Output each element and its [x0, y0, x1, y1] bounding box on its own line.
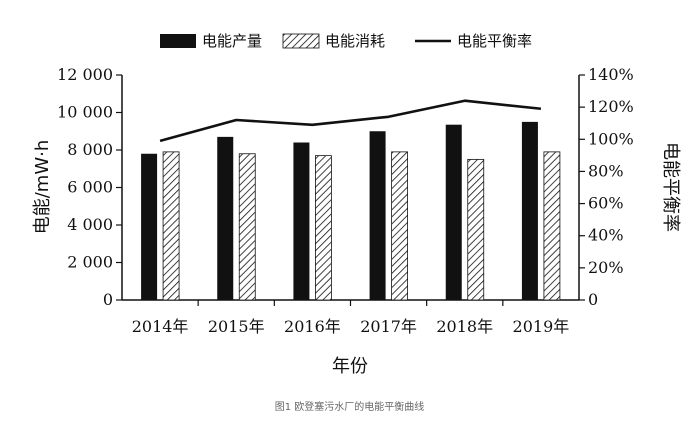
y-tick-label: 10 000	[57, 103, 113, 122]
legend-swatch-production	[160, 34, 196, 48]
y-tick-label: 2 000	[67, 253, 113, 272]
bar-production	[521, 121, 538, 300]
y-axis-title: 电能/mW·h	[32, 140, 53, 235]
y2-tick-label: 40%	[588, 226, 624, 245]
bar-consumption	[238, 153, 256, 301]
legend: 电能产量 电能消耗 电能平衡率	[160, 32, 532, 50]
balance-line-layer	[159, 99, 542, 143]
y2-tick-label: 20%	[588, 258, 624, 277]
bar-production	[141, 153, 158, 300]
x-tick-label: 2016年	[284, 317, 341, 336]
y-tick-label: 12 000	[57, 65, 113, 84]
y-tick-label: 6 000	[67, 178, 113, 197]
y2-tick-label: 60%	[588, 194, 624, 213]
y2-tick-label: 80%	[588, 161, 624, 180]
bar-consumption	[162, 151, 180, 301]
y-tick-label: 8 000	[67, 140, 113, 159]
x-axis-title: 年份	[332, 356, 368, 377]
x-tick-label: 2014年	[132, 317, 189, 336]
legend-label: 电能消耗	[325, 32, 385, 50]
x-tick-label: 2018年	[436, 317, 493, 336]
legend-label: 电能平衡率	[457, 32, 532, 50]
bar-consumption	[543, 151, 561, 301]
y-tick-label: 0	[103, 290, 113, 309]
legend-label: 电能产量	[202, 32, 262, 50]
bar-production	[217, 136, 234, 300]
bar-production	[369, 131, 386, 300]
y2-tick-label: 140%	[588, 65, 634, 84]
y2-tick-label: 120%	[588, 97, 634, 116]
y2-tick-label: 100%	[588, 129, 634, 148]
y2-axis-title: 电能平衡率	[660, 142, 681, 232]
bar-consumption	[391, 151, 408, 301]
x-tick-label: 2017年	[360, 317, 417, 336]
y-tick-label: 4 000	[67, 215, 113, 234]
x-tick-label: 2015年	[208, 317, 265, 336]
y2-tick-label: 0	[588, 290, 598, 309]
figure-caption: 图1 欧登塞污水厂的电能平衡曲线	[274, 402, 425, 413]
bars	[141, 121, 561, 301]
axes: 0 2 000 4 000 6 000 8 000 10 000 12 000 0 20% 40%…	[57, 65, 634, 336]
x-tick-label: 2019年	[513, 317, 570, 336]
balance-rate-line	[159, 99, 542, 143]
legend-swatch-consumption	[282, 33, 320, 49]
bar-consumption	[315, 155, 332, 301]
bar-production	[445, 124, 462, 300]
bar-production	[293, 142, 310, 300]
bar-consumption	[467, 158, 485, 301]
